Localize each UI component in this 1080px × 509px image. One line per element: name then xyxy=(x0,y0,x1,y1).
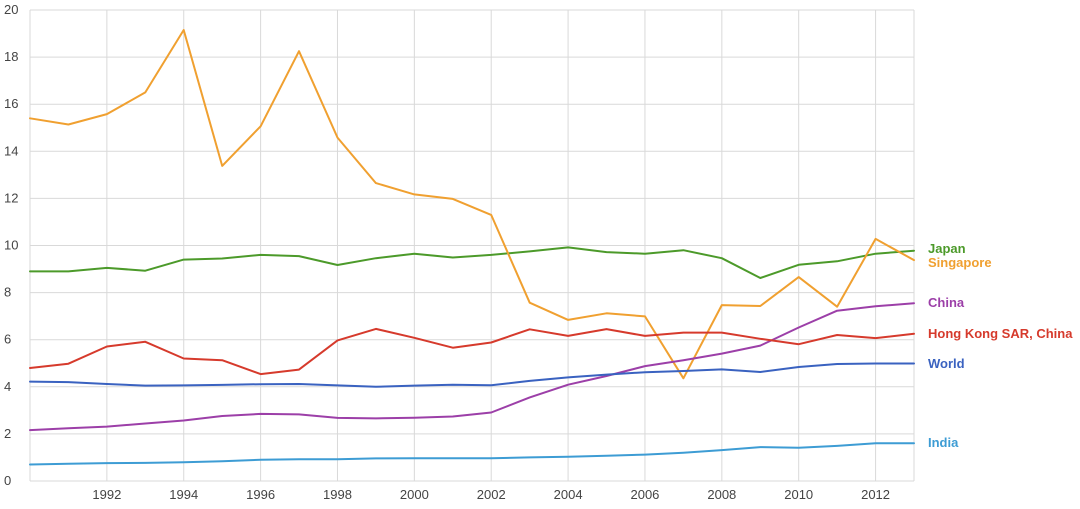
x-tick-label: 2002 xyxy=(477,487,506,502)
x-tick-label: 1994 xyxy=(169,487,198,502)
x-tick-label: 2006 xyxy=(630,487,659,502)
y-tick-label: 10 xyxy=(4,238,18,253)
legend-label-hong-kong-sar-china: Hong Kong SAR, China xyxy=(928,326,1073,341)
y-tick-label: 14 xyxy=(4,143,18,158)
series-line-india xyxy=(29,442,915,466)
y-tick-label: 8 xyxy=(4,285,11,300)
series-lines xyxy=(29,29,915,466)
axis-ticks: 0 2 4 6 8 10 12 14 16 18 20 1992 1994 1996 1998 2000 200… xyxy=(4,2,890,502)
y-tick-label: 6 xyxy=(4,332,11,347)
y-tick-label: 12 xyxy=(4,190,18,205)
x-tick-label: 1996 xyxy=(246,487,275,502)
x-tick-label: 2000 xyxy=(400,487,429,502)
grid xyxy=(29,9,915,482)
x-tick-label: 2004 xyxy=(554,487,583,502)
legend-label-world: World xyxy=(928,356,965,371)
y-tick-label: 16 xyxy=(4,96,18,111)
y-tick-label: 2 xyxy=(4,426,11,441)
legend-label-china: China xyxy=(928,295,965,310)
x-tick-label: 2012 xyxy=(861,487,890,502)
y-tick-label: 0 xyxy=(4,473,11,488)
x-tick-label: 2008 xyxy=(707,487,736,502)
x-tick-label: 2010 xyxy=(784,487,813,502)
y-tick-label: 4 xyxy=(4,379,11,394)
series-line-china xyxy=(29,302,915,432)
legend-label-singapore: Singapore xyxy=(928,255,992,270)
series-line-hong-kong-sar-china xyxy=(29,327,915,376)
legend-label-japan: Japan xyxy=(928,241,966,256)
x-tick-label: 1992 xyxy=(92,487,121,502)
series-line-world xyxy=(29,362,915,388)
x-tick-label: 1998 xyxy=(323,487,352,502)
legend-label-india: India xyxy=(928,435,959,450)
y-tick-label: 18 xyxy=(4,49,18,64)
series-line-singapore xyxy=(29,29,915,380)
series-line-japan xyxy=(29,246,915,279)
y-tick-label: 20 xyxy=(4,2,18,17)
